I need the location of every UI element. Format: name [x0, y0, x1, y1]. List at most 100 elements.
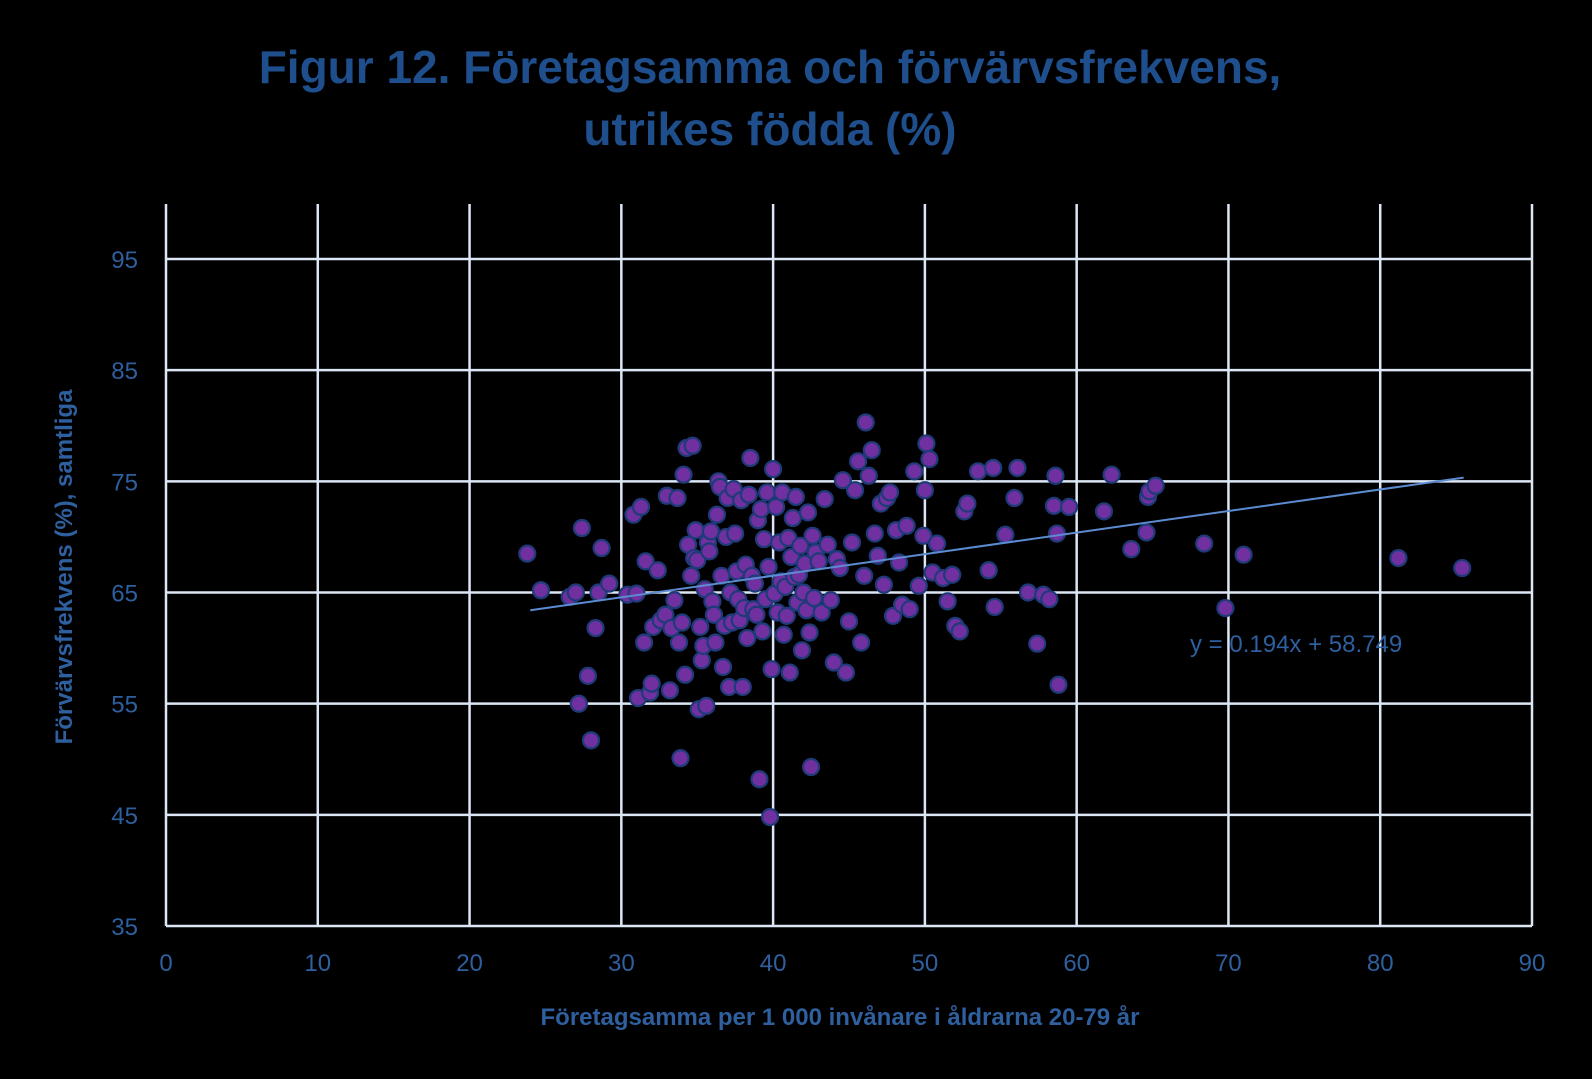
x-tick-label: 30: [608, 950, 635, 977]
data-point: [915, 481, 934, 500]
data-point: [700, 542, 719, 561]
data-point: [979, 561, 998, 580]
data-point: [958, 494, 977, 513]
y-tick-label: 95: [111, 247, 138, 274]
data-point: [642, 674, 661, 693]
data-point: [968, 462, 988, 481]
data-point: [1040, 590, 1059, 609]
data-point: [818, 535, 837, 554]
data-point: [754, 530, 774, 549]
data-point: [1102, 465, 1121, 484]
data-point: [660, 681, 680, 700]
y-tick-label: 35: [111, 914, 138, 941]
data-point: [750, 770, 769, 789]
data-point: [1216, 598, 1235, 618]
data-point: [600, 574, 619, 593]
data-point: [1453, 558, 1472, 578]
data-point: [862, 441, 881, 460]
data-point: [824, 653, 843, 672]
data-point: [697, 696, 716, 715]
data-point: [578, 666, 598, 685]
y-tick-label: 85: [111, 358, 138, 385]
chart-title: Figur 12. Företagsamma och förvärvsfrekv…: [0, 36, 1540, 160]
data-point: [830, 558, 849, 578]
data-point: [1018, 583, 1038, 602]
data-point: [1047, 524, 1067, 543]
data-point: [938, 592, 957, 611]
data-point: [996, 525, 1015, 544]
data-point: [706, 633, 725, 652]
data-point: [943, 565, 962, 584]
data-point: [747, 605, 766, 624]
data-point: [865, 524, 884, 543]
data-point: [859, 466, 878, 485]
x-tick-label: 90: [1519, 950, 1546, 977]
data-point: [798, 503, 818, 522]
data-point: [669, 633, 689, 652]
data-point: [950, 622, 969, 641]
y-tick-label: 55: [111, 692, 138, 719]
data-point: [760, 807, 780, 827]
data-point: [774, 625, 793, 644]
data-point: [713, 657, 733, 677]
data-point: [777, 606, 796, 625]
tick-labels: 0 10 20 30 40 50 60 70 80 90 35 45 55 65 75 85 95: [111, 247, 1545, 977]
data-point: [572, 518, 591, 538]
data-point: [1044, 496, 1064, 515]
data-point: [665, 591, 684, 610]
data-point: [686, 521, 705, 540]
data-point: [792, 641, 812, 660]
data-point: [634, 633, 654, 652]
data-point: [688, 551, 707, 570]
data-point: [636, 552, 655, 571]
y-tick-label: 45: [111, 803, 138, 830]
data-point: [753, 622, 772, 641]
data-point: [757, 483, 777, 502]
data-point: [1005, 488, 1024, 508]
data-point: [1137, 523, 1156, 542]
data-point: [900, 600, 919, 619]
chart-title-line-1: Figur 12. Företagsamma och förvärvsfrekv…: [258, 41, 1282, 93]
data-point: [1146, 476, 1165, 495]
data-point: [668, 488, 687, 508]
x-tick-label: 0: [159, 950, 172, 977]
data-point: [733, 677, 752, 697]
x-tick-label: 70: [1215, 950, 1242, 977]
data-point: [1122, 540, 1141, 559]
data-point: [905, 462, 924, 481]
data-point: [704, 605, 724, 624]
data-point: [849, 452, 868, 471]
data-point: [917, 434, 936, 453]
data-point: [909, 576, 928, 595]
data-point: [701, 522, 720, 541]
data-point: [592, 538, 611, 558]
data-point: [671, 749, 690, 768]
grid-lines: [164, 204, 1534, 928]
data-point: [880, 483, 900, 502]
x-tick-label: 60: [1063, 950, 1090, 977]
data-point: [809, 552, 828, 571]
data-point: [836, 663, 856, 682]
data-point: [569, 694, 588, 713]
data-point: [801, 757, 821, 777]
data-point: [812, 603, 831, 622]
y-tick-label: 75: [111, 469, 138, 496]
data-point: [852, 633, 871, 652]
data-point: [786, 487, 805, 506]
data-point: [842, 533, 862, 552]
trendline-equation: y = 0.194x + 58.749: [1190, 631, 1402, 658]
data-point: [764, 460, 783, 479]
data-point: [707, 505, 727, 524]
data-point: [855, 566, 874, 585]
data-point: [751, 500, 771, 519]
data-point: [839, 612, 859, 631]
data-point: [531, 581, 550, 600]
data-point: [815, 490, 834, 509]
data-point: [803, 526, 822, 545]
data-point: [739, 485, 758, 504]
x-tick-label: 20: [456, 950, 483, 977]
data-point: [675, 665, 695, 684]
data-point: [791, 536, 810, 555]
data-point: [759, 557, 778, 577]
